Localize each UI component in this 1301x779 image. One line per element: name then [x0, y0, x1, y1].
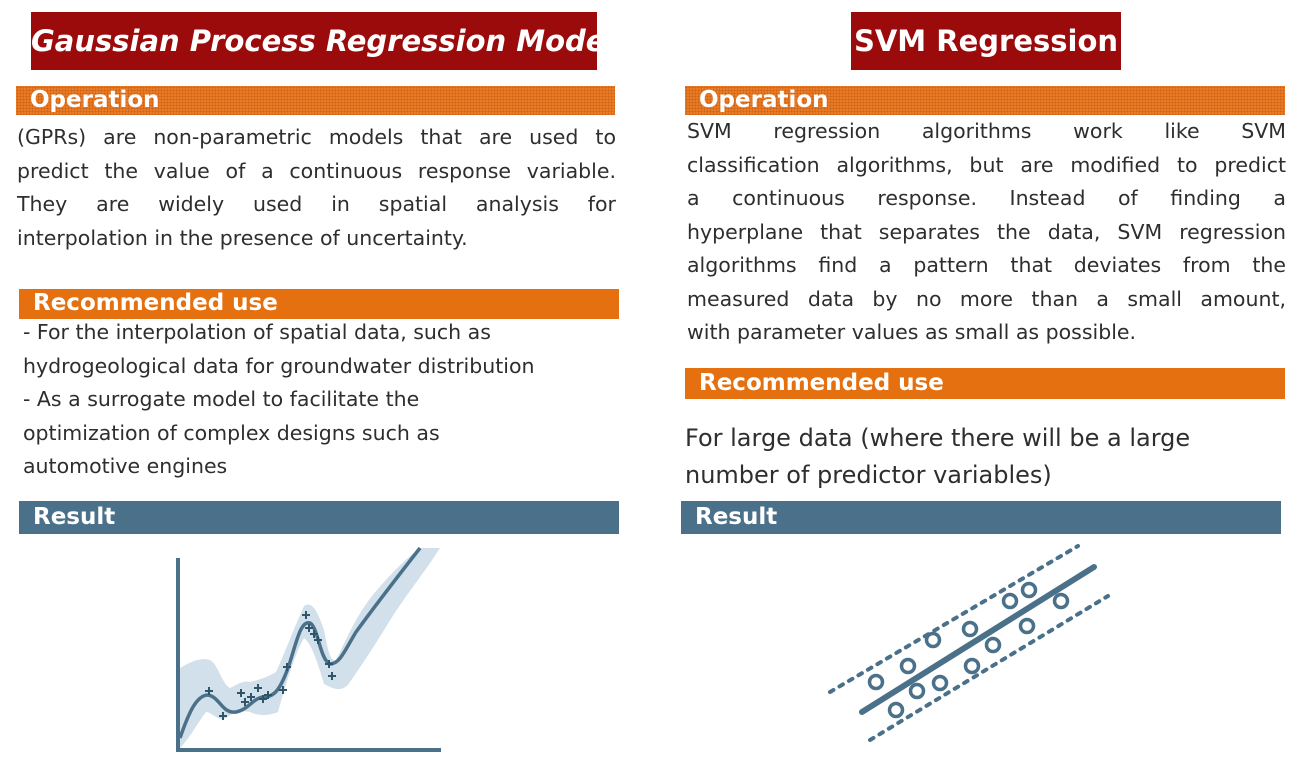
gpr-data-point — [283, 663, 291, 671]
gpr-data-point — [310, 630, 318, 638]
svm-recommended-line: For large data (where there will be a la… — [685, 424, 1191, 452]
gpr-data-point — [241, 698, 249, 706]
gpr-recommended-text: - For the interpolation of spatial data,… — [23, 316, 623, 484]
gpr-data-point — [314, 636, 322, 644]
svm-data-point — [1018, 617, 1036, 635]
gpr-data-point — [264, 691, 272, 699]
svm-operation-line: SVM regression algorithms work like SVM — [687, 119, 1286, 143]
svm-operation-line: a continuous response. Instead of findin… — [687, 186, 1286, 210]
svm-data-point — [984, 636, 1002, 654]
gpr-data-point — [328, 672, 336, 680]
svm-upper-margin — [828, 544, 1080, 694]
gpr-data-point — [219, 712, 227, 720]
svm-regression-line — [859, 564, 1097, 715]
svm-operation-line: algorithms find a pattern that deviates … — [687, 253, 1286, 277]
gpr-operation-line: (GPRs) are non-parametric models that ar… — [17, 125, 616, 149]
svm-result-heading: Result — [681, 501, 1281, 534]
gpr-data-point — [259, 695, 267, 703]
gpr-recommended-line: automotive engines — [23, 454, 228, 478]
gpr-recommended-line: optimization of complex designs such as — [23, 420, 440, 445]
gpr-operation-line: They are widely used in spatial analysis… — [17, 192, 616, 216]
gpr-data-points — [205, 611, 336, 720]
gpr-recommended-line: - For the interpolation of spatial data,… — [23, 320, 491, 344]
svm-data-point — [963, 657, 981, 675]
svm-data-point — [924, 631, 942, 649]
gpr-recommended-heading: Recommended use — [19, 289, 619, 319]
svm-operation-line: classification algorithms, but are modif… — [687, 152, 1286, 177]
svm-data-point — [899, 657, 917, 675]
gpr-data-point — [325, 660, 333, 668]
svm-data-point — [867, 673, 885, 691]
svm-operation-line: measured data by no more than a small am… — [687, 286, 1286, 311]
gpr-mean-curve — [178, 546, 422, 739]
gpr-operation-text: (GPRs) are non-parametric models that ar… — [17, 121, 616, 255]
svm-data-point — [931, 674, 949, 692]
gpr-data-point — [237, 689, 245, 697]
gpr-result-heading: Result — [19, 501, 619, 534]
svm-data-point — [1052, 592, 1070, 610]
gpr-data-point — [247, 693, 255, 701]
gpr-data-point — [205, 687, 213, 695]
gpr-data-point — [254, 684, 262, 692]
svm-data-point — [1001, 592, 1019, 610]
gpr-data-point — [305, 624, 313, 632]
svm-data-point — [887, 701, 905, 719]
svm-data-point — [1020, 581, 1038, 599]
svm-data-point — [961, 620, 979, 638]
svm-operation-text: SVM regression algorithms work like SVM … — [687, 115, 1286, 350]
svm-operation-line: with parameter values as small as possib… — [687, 320, 1137, 344]
svm-title: SVM Regression — [851, 12, 1121, 70]
gpr-data-point — [302, 611, 310, 619]
gpr-title: Gaussian Process Regression Model — [31, 12, 615, 70]
svm-recommended-line: number of predictor variables) — [685, 461, 1052, 489]
svm-lower-margin — [868, 594, 1110, 742]
gpr-data-point — [279, 686, 287, 694]
gpr-operation-line: predict the value of a continuous respon… — [17, 158, 616, 183]
gpr-axes — [176, 558, 441, 752]
svm-data-point — [908, 682, 926, 700]
gpr-operation-line: interpolation in the presence of uncerta… — [17, 225, 468, 250]
svm-recommended-heading: Recommended use — [685, 368, 1285, 399]
svm-operation-line: hyperplane that separates the data, SVM … — [687, 219, 1286, 244]
gpr-recommended-line: - As a surrogate model to facilitate the — [23, 387, 420, 411]
svm-data-points — [867, 581, 1070, 719]
gpr-operation-heading: Operation — [16, 86, 615, 115]
svm-operation-heading: Operation — [685, 86, 1285, 115]
svm-recommended-text: For large data (where there will be a la… — [685, 420, 1285, 494]
gpr-recommended-line: hydrogeological data for groundwater dis… — [23, 353, 535, 378]
